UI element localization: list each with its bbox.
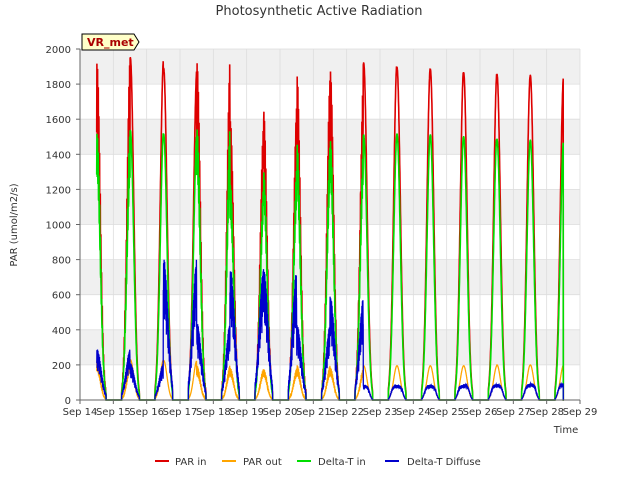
legend-item: Delta-T Diffuse [385, 457, 481, 468]
legend-label: PAR out [243, 457, 282, 468]
legend: PAR in PAR out Delta-T in Delta-T Diffus… [155, 457, 481, 468]
x-tick-label: Sep 15 [96, 407, 131, 418]
legend-label: PAR in [175, 457, 206, 468]
legend-item: PAR out [222, 457, 282, 468]
y-tick-label: 1600 [46, 115, 71, 126]
x-tick-label: Sep 17 [163, 407, 198, 418]
x-tick-label: Sep 28 [529, 407, 564, 418]
y-tick-label: 0 [65, 396, 71, 407]
y-tick-label: 200 [52, 361, 71, 372]
y-tick-label: 1400 [46, 150, 71, 161]
site-badge: VR_met [81, 33, 140, 51]
x-tick-label: Sep 18 [196, 407, 231, 418]
axes [76, 48, 581, 404]
x-tick-label: Sep 20 [263, 407, 298, 418]
x-tick-label: Sep 19 [229, 407, 264, 418]
x-tick-label: Sep 23 [363, 407, 398, 418]
y-tick-label: 1200 [46, 185, 71, 196]
x-tick-label: Sep 24 [396, 407, 431, 418]
plot-band [80, 189, 580, 225]
legend-label: Delta-T in [318, 457, 366, 468]
x-axis-label: Time [553, 425, 578, 436]
y-tick-label: 2000 [46, 45, 71, 56]
x-tick-label: Sep 26 [463, 407, 498, 418]
legend-item: Delta-T in [297, 457, 366, 468]
legend-label: Delta-T Diffuse [407, 457, 481, 468]
y-tick-label: 1000 [46, 221, 71, 232]
badge-box [81, 33, 140, 51]
plot-band [80, 259, 580, 295]
y-tick-label: 600 [52, 291, 71, 302]
x-tick-label: Sep 25 [429, 407, 464, 418]
legend-item: PAR in [155, 457, 206, 468]
chart-title: Photosynthetic Active Radiation [216, 4, 423, 19]
x-tick-label: Sep 14 [63, 407, 98, 418]
x-tick-label: Sep 16 [129, 407, 164, 418]
y-tick-label: 800 [52, 256, 71, 267]
x-tick-label: Sep 21 [296, 407, 331, 418]
x-tick-label: Sep 22 [329, 407, 364, 418]
tick-labels: 0 200 400 600 800 1000 1200 1400 1600 1800 2000 Sep… [46, 45, 598, 418]
x-tick-label: Sep 27 [496, 407, 531, 418]
y-tick-label: 400 [52, 326, 71, 337]
x-tick-label: Sep 29 [563, 407, 598, 418]
badge-label: VR_met [87, 36, 134, 49]
y-axis-label: PAR (umol/m2/s) [9, 183, 20, 266]
y-tick-label: 1800 [46, 80, 71, 91]
